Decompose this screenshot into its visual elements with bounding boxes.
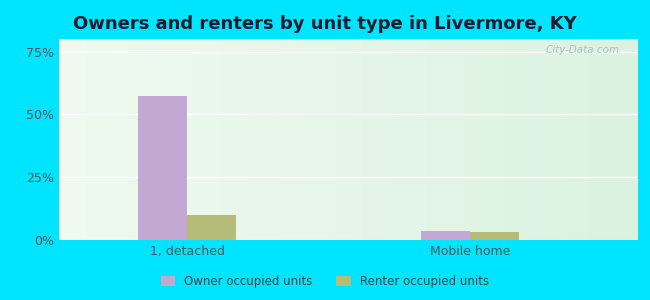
Text: City-Data.com: City-Data.com	[545, 45, 619, 55]
Bar	[470, 232, 519, 240]
Legend: Owner occupied units, Renter occupied units: Owner occupied units, Renter occupied un…	[161, 275, 489, 288]
Bar	[187, 215, 236, 240]
Text: Owners and renters by unit type in Livermore, KY: Owners and renters by unit type in Liver…	[73, 15, 577, 33]
Bar	[421, 231, 470, 240]
Bar	[138, 95, 187, 240]
